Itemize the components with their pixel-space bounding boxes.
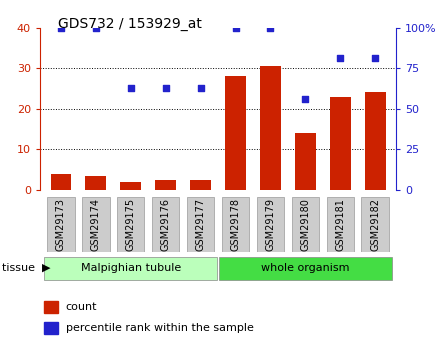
Bar (85, 176, 106, 190)
Text: whole organism: whole organism (261, 263, 350, 273)
FancyBboxPatch shape (187, 197, 214, 252)
FancyBboxPatch shape (291, 197, 319, 252)
FancyBboxPatch shape (47, 197, 75, 252)
Point (267, 25, 274, 30)
Bar (155, 180, 176, 190)
FancyBboxPatch shape (219, 257, 392, 280)
Text: GSM29181: GSM29181 (335, 198, 345, 251)
Text: GSM29179: GSM29179 (265, 198, 275, 251)
Text: Malpighian tubule: Malpighian tubule (81, 263, 181, 273)
Point (92, 25, 99, 30)
Text: GSM29173: GSM29173 (56, 198, 66, 251)
Bar (190, 180, 211, 190)
Point (372, 55, 379, 61)
Text: GSM29176: GSM29176 (161, 198, 171, 251)
Text: GSM29180: GSM29180 (300, 198, 310, 251)
Point (127, 86, 134, 91)
Point (302, 96, 309, 101)
FancyBboxPatch shape (257, 197, 284, 252)
FancyBboxPatch shape (361, 197, 389, 252)
Bar (260, 66, 281, 190)
Text: count: count (65, 302, 97, 312)
FancyBboxPatch shape (82, 197, 109, 252)
Bar (225, 76, 246, 190)
Point (232, 25, 239, 30)
Point (57, 25, 65, 30)
Text: GSM29175: GSM29175 (126, 198, 136, 251)
Text: GDS732 / 153929_at: GDS732 / 153929_at (58, 17, 202, 31)
Text: tissue  ▶: tissue ▶ (2, 263, 51, 273)
Text: percentile rank within the sample: percentile rank within the sample (65, 323, 253, 333)
Text: GSM29182: GSM29182 (370, 198, 380, 251)
Bar (120, 181, 141, 190)
Bar (364, 92, 385, 190)
FancyBboxPatch shape (327, 197, 354, 252)
FancyBboxPatch shape (222, 197, 249, 252)
FancyBboxPatch shape (44, 257, 217, 280)
Bar (44, 301, 58, 313)
Bar (44, 322, 58, 334)
Text: GSM29178: GSM29178 (231, 198, 240, 251)
Bar (51, 174, 72, 190)
Point (162, 86, 169, 91)
Point (337, 55, 344, 61)
Bar (330, 97, 351, 190)
Bar (295, 133, 316, 190)
Text: GSM29174: GSM29174 (91, 198, 101, 251)
FancyBboxPatch shape (152, 197, 179, 252)
Point (197, 86, 204, 91)
FancyBboxPatch shape (117, 197, 145, 252)
Text: GSM29177: GSM29177 (196, 198, 206, 251)
